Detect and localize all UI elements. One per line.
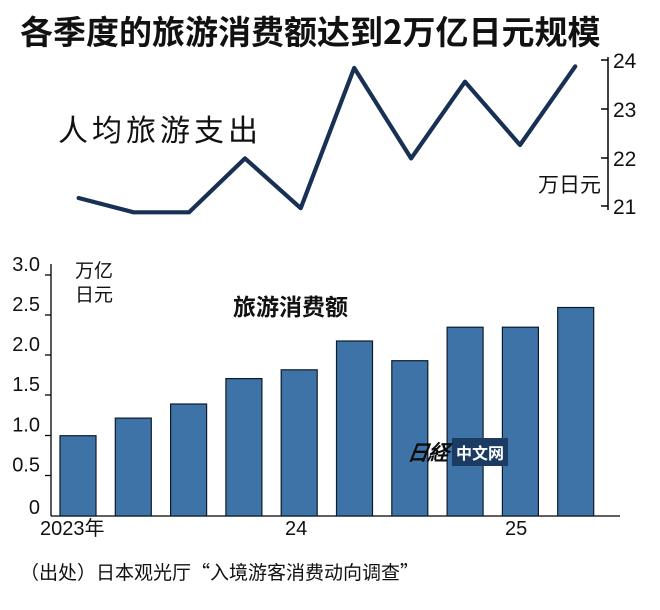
svg-text:1.0: 1.0 bbox=[12, 415, 40, 437]
svg-text:1.5: 1.5 bbox=[12, 374, 40, 396]
svg-text:0: 0 bbox=[29, 497, 40, 519]
svg-text:2023年: 2023年 bbox=[40, 517, 105, 540]
svg-text:2.0: 2.0 bbox=[12, 334, 40, 356]
svg-text:24: 24 bbox=[285, 518, 307, 540]
svg-text:3.0: 3.0 bbox=[12, 254, 40, 276]
svg-text:0.5: 0.5 bbox=[12, 455, 40, 477]
svg-text:2.5: 2.5 bbox=[12, 294, 40, 316]
svg-text:25: 25 bbox=[505, 518, 527, 540]
